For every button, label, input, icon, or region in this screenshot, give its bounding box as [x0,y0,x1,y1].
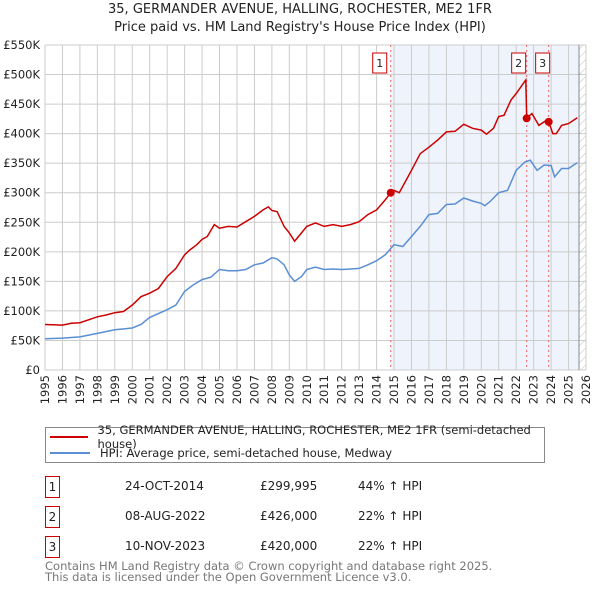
y-tick-label: £550K [3,38,40,52]
sale-price: £299,995 [260,479,318,493]
y-tick-label: £100K [3,304,40,318]
table-row: 3 10-NOV-2023 £420,000 22% ↑ HPI [45,536,545,558]
x-tick-label: 2000 [125,375,139,404]
sale-price: £426,000 [260,509,318,523]
x-tick-label: 1997 [73,375,87,404]
y-tick-label: £350K [3,156,40,170]
sale-price: £420,000 [260,539,318,553]
chart-subtitle: Price paid vs. HM Land Registry's House … [114,20,486,35]
sale-label: 2 [515,57,522,70]
x-tick-label: 1995 [38,375,52,404]
y-tick-label: £50K [11,333,41,347]
hatched-region [579,45,586,370]
price-chart: 1995 1996 1997 1998 1999 2000 2001 2002 2003 2004… [3,38,593,404]
sale-date: 08-AUG-2022 [125,509,206,523]
y-tick-label: £300K [3,186,40,200]
y-tick-label: £500K [3,68,40,82]
x-tick-label: 2002 [160,375,174,404]
table-row: 2 08-AUG-2022 £426,000 22% ↑ HPI [45,506,545,528]
footer-licence: This data is licensed under the Open Gov… [45,570,412,584]
sale-label-box [535,52,551,74]
x-tick-label: 2023 [527,375,541,404]
sale-hpi-diff: 22% ↑ HPI [358,539,423,553]
x-tick-label: 2003 [178,375,192,404]
x-tick-label: 1999 [108,375,122,404]
x-tick-label: 2016 [404,375,418,404]
x-tick-label: 2025 [562,375,576,404]
x-tick-label: 2007 [247,375,261,404]
x-tick-label: 2018 [439,375,453,404]
x-tick-label: 2012 [335,375,349,404]
sale-number-badge: 3 [45,536,60,558]
x-tick-label: 1998 [90,375,104,404]
footer-copyright: Contains HM Land Registry data © Crown c… [45,559,493,573]
shaded-region [390,45,580,370]
sale-point [386,188,395,197]
x-tick-label: 2021 [492,375,506,404]
x-tick-label: 2010 [300,375,314,404]
y-tick-label: £150K [3,274,40,288]
x-tick-label: 2009 [282,375,296,404]
x-tick-label: 2011 [317,375,331,404]
sale-point [544,117,553,126]
y-tick-label: £0 [25,363,40,377]
y-tick-label: £200K [3,245,40,259]
legend-swatch-red [50,436,88,438]
sale-label-box [372,52,388,74]
x-tick-label: 2014 [370,375,384,404]
x-tick-label: 2008 [265,375,279,404]
legend-item-property: 35, GERMANDER AVENUE, HALLING, ROCHESTER… [50,423,544,451]
sale-hpi-diff: 44% ↑ HPI [358,479,423,493]
y-tick-label: £400K [3,127,40,141]
y-tick-label: £450K [3,97,40,111]
x-tick-label: 2020 [474,375,488,404]
x-tick-label: 2004 [195,375,209,404]
legend-label: HPI: Average price, semi-detached house,… [100,446,393,460]
x-tick-label: 2024 [544,375,558,404]
sale-label-box [511,52,527,74]
x-tick-label: 2019 [457,375,471,404]
chart-title: 35, GERMANDER AVENUE, HALLING, ROCHESTER… [108,2,492,17]
x-tick-label: 2006 [230,375,244,404]
x-tick-label: 2017 [422,375,436,404]
sale-number-badge: 1 [45,476,60,498]
sale-hpi-diff: 22% ↑ HPI [358,509,423,523]
hpi-line [44,159,578,340]
property-price-line [44,77,578,326]
sale-point [522,114,531,123]
y-tick-label: £250K [3,215,40,229]
sale-date: 10-NOV-2023 [125,539,206,553]
legend: 35, GERMANDER AVENUE, HALLING, ROCHESTER… [45,423,545,463]
x-tick-label: 2005 [213,375,227,404]
x-tick-label: 2022 [509,375,523,404]
sale-label: 1 [376,57,383,70]
sale-number-badge: 2 [45,506,60,528]
x-tick-label: 1996 [55,375,69,404]
table-row: 1 24-OCT-2014 £299,995 44% ↑ HPI [45,476,545,498]
x-tick-label: 2013 [352,375,366,404]
sale-date: 24-OCT-2014 [125,479,204,493]
legend-item-hpi: HPI: Average price, semi-detached house,… [50,445,392,461]
sale-label: 3 [539,57,546,70]
legend-swatch-blue [50,452,90,454]
x-tick-label: 2001 [143,375,157,404]
x-tick-label: 2015 [387,375,401,404]
legend-label: 35, GERMANDER AVENUE, HALLING, ROCHESTER… [97,423,531,451]
x-tick-label: 2026 [579,375,593,404]
